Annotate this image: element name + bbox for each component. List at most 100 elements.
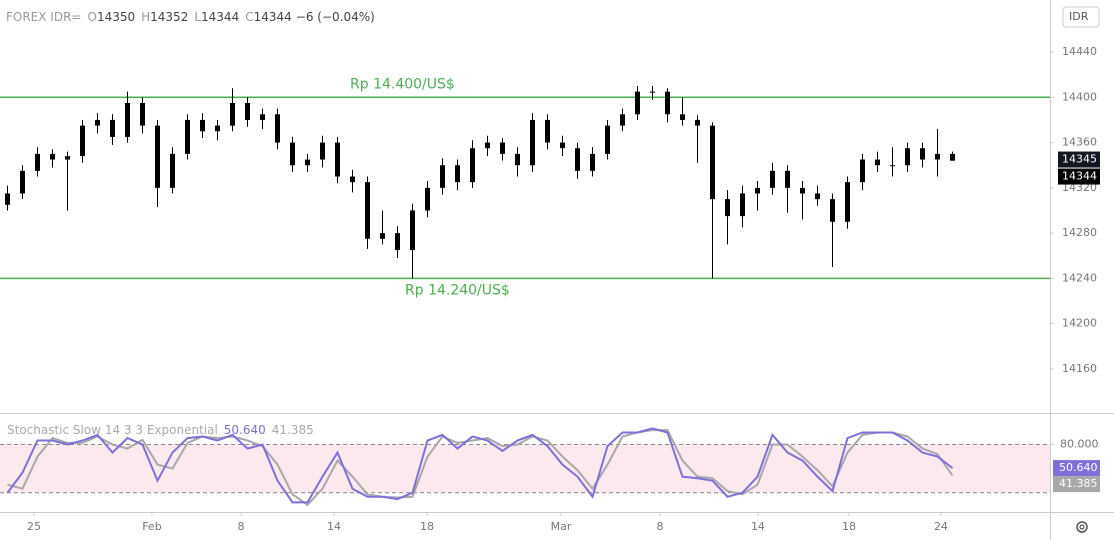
band xyxy=(0,444,1050,493)
candle-body xyxy=(875,159,880,166)
candle-body xyxy=(830,199,835,222)
candle-body xyxy=(275,114,280,143)
candle-body xyxy=(230,102,235,126)
candle-body xyxy=(380,233,385,239)
candle-body xyxy=(620,114,625,126)
ohlc-value: 14344 xyxy=(201,10,239,24)
candle-body xyxy=(5,193,10,205)
x-tick-label: 18 xyxy=(842,520,856,533)
candle-body xyxy=(95,119,100,126)
candle-body xyxy=(425,187,430,211)
candle-body xyxy=(50,153,55,160)
symbol: FOREX IDR= xyxy=(6,10,81,24)
candle-body xyxy=(635,91,640,115)
x-tick-label: 24 xyxy=(934,520,948,533)
candle-body xyxy=(845,182,850,222)
y-tick-label: 14280 xyxy=(1062,226,1097,239)
candle-body xyxy=(575,148,580,171)
legend-value: 41.385 xyxy=(272,423,314,437)
gear[interactable] xyxy=(1076,521,1088,533)
candle-body xyxy=(770,170,775,188)
candle-body xyxy=(725,199,730,217)
candle-body xyxy=(815,193,820,200)
candle-body xyxy=(785,170,790,188)
candle-body xyxy=(305,159,310,166)
x-tick-label: Mar xyxy=(551,520,572,533)
ohlc-value: 14344 xyxy=(254,10,292,24)
x-tick-label: Feb xyxy=(142,520,161,533)
x-tick-label: 18 xyxy=(420,520,434,533)
candle-body xyxy=(125,102,130,137)
candle-body xyxy=(110,119,115,137)
ohlc-value: 14352 xyxy=(150,10,188,24)
candle-body xyxy=(470,148,475,183)
ohlc-header: FOREX IDR= O14350 H14352 L14344 C14344 −6 (−0… xyxy=(6,10,375,24)
candle-body xyxy=(920,148,925,160)
candle-body xyxy=(710,125,715,200)
candle-body xyxy=(530,119,535,166)
candle-body xyxy=(860,159,865,183)
value-marker-label: 41.385 xyxy=(1059,477,1098,490)
price-marker xyxy=(1058,168,1100,185)
currency-button[interactable] xyxy=(1062,6,1100,28)
candle-body xyxy=(80,125,85,157)
ohlc-key: L xyxy=(194,10,201,24)
gear-hub[interactable] xyxy=(1079,524,1085,530)
candle-body xyxy=(935,153,940,160)
candle-body xyxy=(905,148,910,166)
candle-body xyxy=(590,153,595,171)
y-tick-label: 14440 xyxy=(1062,45,1097,58)
candle-body xyxy=(65,156,70,160)
x-tick-label: 14 xyxy=(751,520,765,533)
y-tick-label: 14400 xyxy=(1062,90,1097,103)
y-tick-label: 80.000 xyxy=(1060,438,1099,451)
candle-body xyxy=(320,142,325,160)
candle-body xyxy=(200,119,205,132)
ohlc-key: O xyxy=(87,10,96,24)
candle-body xyxy=(245,102,250,120)
value-marker xyxy=(1053,460,1100,477)
candle-body xyxy=(485,142,490,149)
x-tick-label: 8 xyxy=(657,520,664,533)
candle-body xyxy=(155,125,160,188)
candle-body xyxy=(410,210,415,251)
candle-body xyxy=(365,182,370,239)
candle-body xyxy=(20,170,25,194)
indicator-name: Stochastic Slow 14 3 3 Exponential xyxy=(7,423,218,437)
candle-body xyxy=(650,91,655,93)
candle-body xyxy=(35,153,40,171)
value-marker xyxy=(1053,476,1100,493)
candle-body xyxy=(260,114,265,120)
candle-body xyxy=(515,153,520,166)
candle-body xyxy=(755,187,760,194)
legend-value: 50.640 xyxy=(224,423,266,437)
candle-body xyxy=(455,165,460,183)
candle-body xyxy=(800,187,805,194)
candle-body xyxy=(605,125,610,154)
candle-body xyxy=(215,125,220,132)
settings-icon[interactable] xyxy=(1076,521,1088,533)
candle-body xyxy=(695,119,700,126)
candle-body xyxy=(890,165,895,167)
indicator-title: Stochastic Slow 14 3 3 Exponential 50.640… xyxy=(7,423,314,437)
price-marker-label: 14344 xyxy=(1062,170,1097,183)
value-marker-label: 50.640 xyxy=(1059,461,1098,474)
candle-body xyxy=(950,153,955,161)
candle-body xyxy=(665,91,670,115)
price-marker-label: 14345 xyxy=(1062,153,1097,166)
y-tick-label: 14240 xyxy=(1062,271,1097,284)
candle-body xyxy=(170,153,175,188)
candle-body xyxy=(440,165,445,188)
ohlc-value: 14350 xyxy=(97,10,135,24)
x-tick-label: 8 xyxy=(238,520,245,533)
candle-body xyxy=(740,193,745,217)
x-tick-label: 25 xyxy=(27,520,41,533)
candle-body xyxy=(395,233,400,251)
y-tick-label: 14360 xyxy=(1062,136,1097,149)
currency[interactable]: IDR xyxy=(1069,10,1089,23)
candle-body xyxy=(350,176,355,183)
candle-body xyxy=(140,102,145,126)
ohlc-key: C xyxy=(245,10,253,24)
candle-body xyxy=(185,119,190,154)
